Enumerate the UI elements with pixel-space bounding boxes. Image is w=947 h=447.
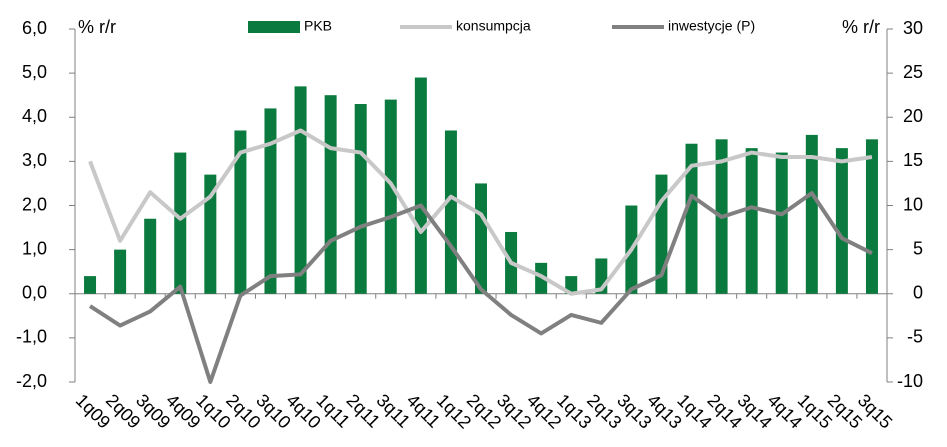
y2-tick-label: 30: [903, 18, 923, 38]
line: [88, 191, 873, 384]
y-tick-label: 3,0: [22, 150, 47, 170]
legend-label: PKB: [304, 18, 332, 34]
bar: [234, 130, 247, 294]
y2-tick-label: 25: [903, 62, 923, 82]
bar: [114, 249, 127, 294]
x-tick-label: 4q11: [403, 390, 445, 432]
bar: [745, 148, 758, 294]
y2-tick-label: -10: [897, 371, 923, 391]
y-tick-label: 6,0: [22, 18, 47, 38]
y2-tick-label: 5: [913, 238, 923, 258]
line: [88, 128, 873, 296]
bar: [685, 143, 698, 294]
bar: [805, 134, 818, 294]
y-tick-label: 1,0: [22, 238, 47, 258]
legend-swatch: [248, 21, 300, 33]
x-tick-label: 3q11: [373, 390, 415, 432]
y2-tick-label: 0: [913, 283, 923, 303]
bar: [84, 276, 97, 294]
y-tick-label: -2,0: [16, 371, 47, 391]
bar: [835, 148, 848, 294]
y2-tick-label: 15: [903, 150, 923, 170]
y-tick-label: -1,0: [16, 327, 47, 347]
bar: [264, 108, 277, 294]
y-tick-label: 4,0: [22, 106, 47, 126]
bar: [144, 218, 157, 294]
x-tick-label: 1q11: [312, 390, 354, 432]
bar: [294, 86, 307, 294]
bar: [444, 130, 457, 294]
y2-tick-label: -5: [907, 327, 923, 347]
x-tick-label: 2q11: [343, 390, 385, 432]
bar: [384, 99, 397, 294]
bar: [775, 152, 788, 294]
x-tick-label: 1q09: [72, 390, 114, 432]
bar: [354, 104, 367, 294]
y2-tick-label: 20: [903, 106, 923, 126]
bar: [565, 276, 578, 294]
bar: [174, 152, 187, 294]
y-tick-label: 5,0: [22, 62, 47, 82]
bar: [204, 174, 217, 294]
bar: [865, 139, 878, 294]
legend-label: inwestycje (P): [668, 18, 755, 34]
bar: [414, 77, 427, 294]
y2-axis-label: % r/r: [842, 17, 880, 37]
legend-label: konsumpcja: [456, 18, 531, 34]
bar: [324, 95, 337, 294]
bar: [475, 183, 487, 294]
y-axis-label: % r/r: [78, 17, 116, 37]
y-tick-label: 2,0: [22, 194, 47, 214]
y2-tick-label: 10: [903, 194, 923, 214]
y-tick-label: 0,0: [22, 283, 47, 303]
